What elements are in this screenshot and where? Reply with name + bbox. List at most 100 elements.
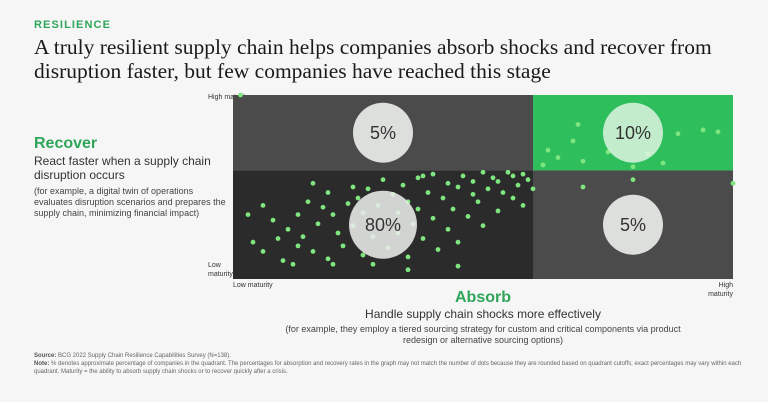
scatter-point: [475, 199, 481, 205]
y-tick-low: Low maturity: [208, 262, 233, 278]
source-label: Source:: [34, 353, 57, 359]
recover-example: (for example, a digital twin of operatio…: [34, 186, 226, 218]
recover-title: Recover: [34, 135, 98, 152]
scatter-point: [270, 217, 276, 223]
scatter-point: [325, 256, 331, 262]
scatter-point: [715, 129, 721, 135]
scatter-point: [285, 226, 291, 232]
scatter-point: [730, 180, 736, 186]
scatter-point: [310, 180, 316, 186]
quadrant-percent-bottom-left: 80%: [365, 215, 401, 235]
scatter-point: [300, 234, 306, 240]
scatter-point: [290, 261, 296, 267]
absorb-example: (for example, they employ a tiered sourc…: [285, 324, 681, 345]
scatter-point: [445, 180, 451, 186]
scatter-point: [660, 160, 666, 166]
scatter-point: [250, 239, 256, 245]
scatter-point: [470, 179, 476, 184]
scatter-point: [570, 138, 576, 144]
note-label: Note:: [34, 361, 50, 367]
scatter-point: [295, 243, 301, 249]
scatter-point: [675, 131, 681, 137]
scatter-point: [545, 147, 551, 153]
scatter-point: [480, 223, 486, 229]
absorb-desc: Handle supply chain shocks more effectiv…: [365, 307, 601, 321]
quadrant-bubble-top-right: [603, 102, 663, 163]
footnotes: Source: BCG 2022 Supply Chain Resilience…: [34, 352, 754, 376]
scatter-point: [630, 177, 636, 183]
scatter-point: [450, 206, 456, 212]
scatter-point: [455, 239, 461, 245]
scatter-point: [505, 169, 511, 175]
scatter-point: [485, 186, 491, 192]
scatter-point: [238, 92, 243, 98]
scatter-point: [295, 212, 301, 217]
scatter-point: [245, 212, 251, 217]
recover-desc: React faster when a supply chain disrupt…: [34, 154, 211, 182]
scatter-point: [360, 252, 366, 258]
scatter-point: [365, 186, 371, 192]
quadrant-bubble-bottom-right: [603, 194, 663, 255]
scatter-point: [530, 186, 536, 192]
scatter-point: [460, 173, 466, 179]
x-tick-high: High maturity: [708, 282, 733, 298]
scatter-point: [355, 195, 361, 201]
quadrant-percent-top-right: 10%: [615, 123, 651, 143]
source-line: Source: BCG 2022 Supply Chain Resilience…: [34, 352, 754, 360]
scatter-point: [540, 162, 546, 168]
scatter-point: [260, 249, 266, 254]
scatter-point: [575, 122, 581, 127]
source-text: BCG 2022 Supply Chain Resilience Capabil…: [58, 353, 231, 359]
scatter-point: [370, 261, 376, 267]
note-line: Note: % denotes approximate percentage o…: [34, 360, 754, 376]
scatter-point: [500, 190, 506, 195]
quadrant-bubble-bottom-left: [349, 190, 417, 259]
scatter-point: [345, 201, 351, 206]
scatter-point: [260, 203, 266, 208]
scatter-point: [480, 169, 486, 175]
scatter-point: [495, 179, 501, 184]
y-tick-high: High maturity: [208, 94, 250, 101]
absorb-title: Absorb: [455, 289, 511, 306]
scatter-point: [415, 175, 421, 181]
scatter-point: [700, 127, 706, 133]
scatter-point: [430, 215, 436, 221]
scatter-point: [430, 171, 436, 177]
x-tick-low: Low maturity: [233, 282, 273, 289]
scatter-point: [330, 261, 336, 267]
scatter-point: [490, 175, 496, 181]
scatter-point: [280, 258, 286, 263]
scatter-point: [340, 243, 346, 249]
quadrant-percent-top-left: 5%: [370, 123, 396, 143]
section-tag: RESILIENCE: [34, 19, 112, 31]
scatter-point: [520, 203, 526, 208]
scatter-point: [510, 173, 516, 179]
scatter-point: [315, 221, 321, 227]
maturity-scatter-chart: 5% 10% 80% 5%: [233, 92, 736, 279]
scatter-point: [405, 267, 411, 273]
scatter-point: [330, 212, 336, 217]
absorb-axis-description: Absorb Handle supply chain shocks more e…: [233, 288, 733, 346]
scatter-point: [455, 184, 461, 190]
quadrant-bubble-top-left: [353, 102, 413, 163]
scatter-point: [510, 195, 516, 201]
scatter-point: [445, 226, 451, 232]
scatter-point: [580, 158, 586, 164]
scatter-point: [425, 190, 431, 195]
scatter-point: [400, 182, 406, 188]
scatter-point: [495, 208, 501, 214]
scatter-point: [580, 184, 586, 190]
scatter-point: [465, 214, 471, 219]
scatter-point: [515, 182, 521, 188]
scatter-point: [320, 204, 326, 210]
scatter-point: [420, 173, 426, 179]
scatter-point: [350, 184, 356, 190]
scatter-point: [310, 249, 316, 254]
scatter-point: [630, 164, 636, 170]
scatter-point: [380, 177, 386, 183]
scatter-point: [275, 236, 281, 241]
scatter-point: [405, 254, 411, 260]
scatter-point: [520, 171, 526, 177]
scatter-point: [440, 195, 446, 201]
recover-axis-description: Recover React faster when a supply chain…: [34, 134, 229, 219]
